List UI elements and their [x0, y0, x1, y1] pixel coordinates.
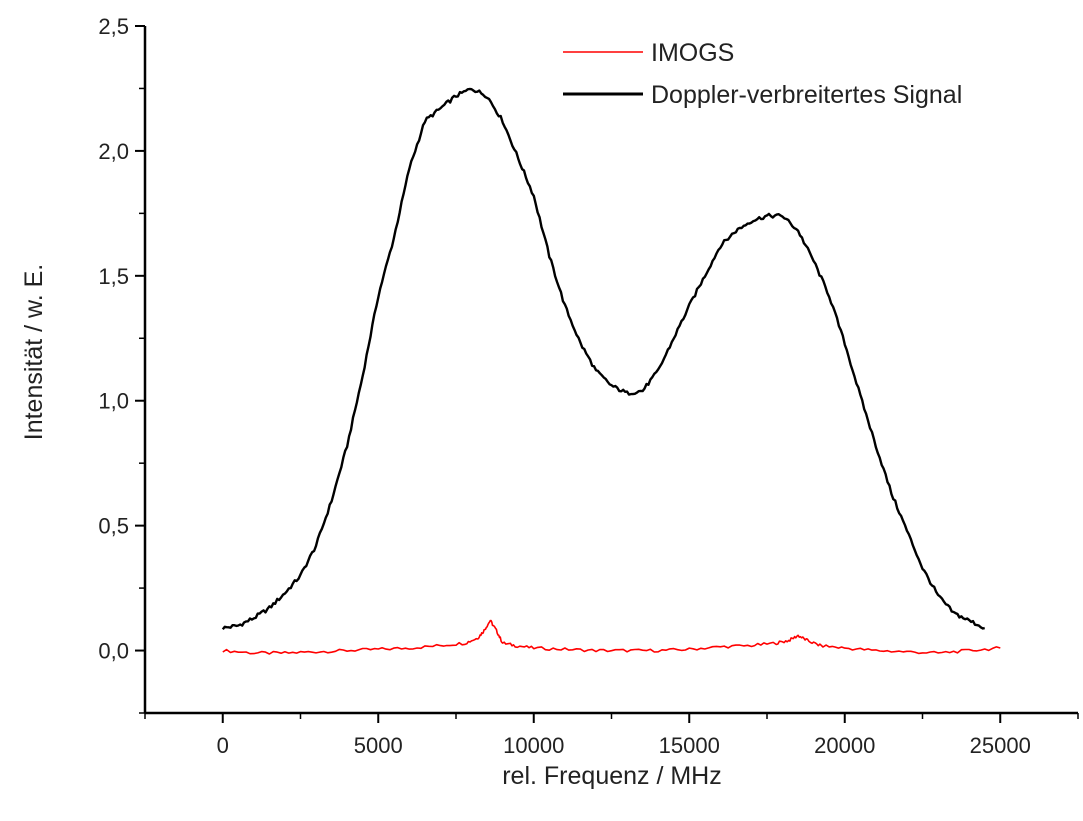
y-tick-label: 0,0 [98, 639, 129, 664]
y-tick-label: 2,5 [98, 14, 129, 39]
legend-label: IMOGS [651, 39, 734, 67]
x-tick-label: 15000 [659, 733, 720, 758]
y-tick-label: 1,0 [98, 389, 129, 414]
axes-group: 0 5000 10000 15000 20000 25000 0,0 0,5 1,0 1,5 2,0… [98, 14, 1079, 758]
y-tick-label: 1,5 [98, 264, 129, 289]
series-layer [221, 87, 1001, 655]
x-tick-label: 20000 [814, 733, 875, 758]
x-tick-label: 25000 [970, 733, 1031, 758]
legend-label: Doppler-verbreitertes Signal [651, 81, 962, 109]
legend: IMOGS Doppler-verbreitertes Signal [563, 39, 962, 109]
y-tick-label: 2,0 [98, 139, 129, 164]
x-tick-label: 10000 [503, 733, 564, 758]
series-line-imogs [222, 619, 1001, 655]
y-tick-label: 0,5 [98, 514, 129, 539]
x-tick-label: 5000 [354, 733, 403, 758]
y-axis-title: Intensität / w. E. [20, 264, 48, 440]
x-axis-title: rel. Frequenz / MHz [502, 762, 722, 790]
x-tick-label: 0 [217, 733, 229, 758]
series-line-doppler [221, 87, 985, 631]
